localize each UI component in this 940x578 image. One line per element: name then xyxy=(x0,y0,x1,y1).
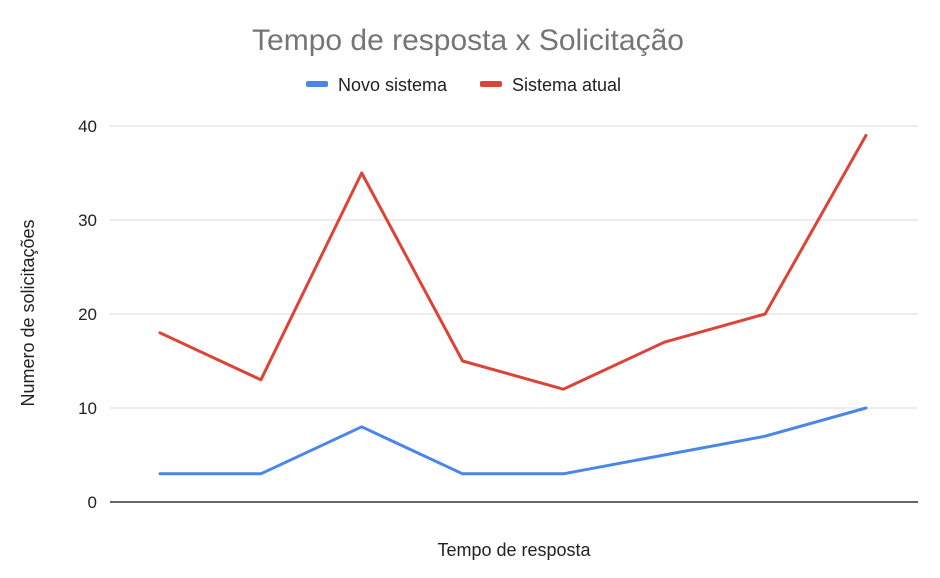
data-point xyxy=(562,472,565,475)
series-lines xyxy=(158,133,868,476)
data-point xyxy=(461,472,464,475)
y-tick-label: 30 xyxy=(78,211,97,230)
data-point xyxy=(360,425,363,428)
data-point xyxy=(763,435,767,438)
data-point xyxy=(663,453,666,457)
data-point xyxy=(259,472,263,475)
gridlines xyxy=(110,125,918,503)
legend-swatch-novo-sistema xyxy=(306,81,328,87)
series-line-novo-sistema xyxy=(158,406,868,476)
data-point xyxy=(158,331,162,334)
data-point xyxy=(763,312,767,316)
y-axis-ticks: 0 10 20 30 40 xyxy=(78,117,97,512)
data-point xyxy=(461,359,464,363)
x-axis-label: Tempo de resposta xyxy=(437,540,591,560)
series-line-sistema-atual xyxy=(158,133,868,391)
chart-title: Tempo de resposta x Solicitação xyxy=(252,24,684,57)
y-tick-label: 20 xyxy=(78,305,97,324)
y-tick-label: 10 xyxy=(78,399,97,418)
y-axis-label: Numero de solicitações xyxy=(18,219,38,406)
data-point xyxy=(158,472,162,475)
y-tick-label: 40 xyxy=(78,117,97,136)
legend-label-novo-sistema: Novo sistema xyxy=(338,75,448,95)
data-point xyxy=(864,406,868,410)
data-point xyxy=(259,378,263,381)
legend: Novo sistema Sistema atual xyxy=(306,75,621,95)
legend-label-sistema-atual: Sistema atual xyxy=(512,75,621,95)
data-point xyxy=(663,341,666,344)
data-point xyxy=(562,388,565,391)
data-point xyxy=(864,134,868,137)
y-tick-label: 0 xyxy=(88,493,97,512)
legend-swatch-sistema-atual xyxy=(480,81,502,87)
data-point xyxy=(360,171,363,175)
